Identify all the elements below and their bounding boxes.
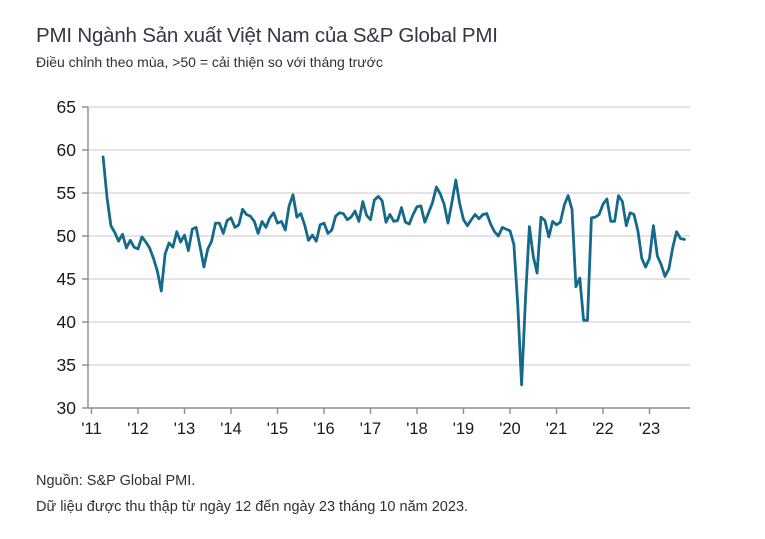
page-title: PMI Ngành Sản xuất Việt Nam của S&P Glob… bbox=[36, 24, 498, 47]
y-axis bbox=[82, 106, 89, 409]
x-tick-label: '17 bbox=[360, 420, 382, 438]
x-axis-labels: '11 '12 '13 '14 '15 '16 '17 '18 '19 '20 '21 '22 '23 bbox=[81, 420, 660, 438]
y-tick-label: 55 bbox=[57, 183, 76, 203]
x-tick-label: '15 bbox=[267, 420, 289, 438]
x-tick-label: '16 bbox=[313, 420, 335, 438]
pmi-series-line bbox=[101, 155, 686, 387]
x-tick-label: '18 bbox=[406, 420, 428, 438]
y-tick-label: 40 bbox=[57, 312, 77, 332]
y-tick-label: 35 bbox=[57, 355, 76, 375]
x-tick-label: '13 bbox=[174, 420, 196, 438]
chart-footer: Nguồn: S&P Global PMI. Dữ liệu được thu … bbox=[36, 469, 468, 520]
page-subtitle: Điều chỉnh theo mùa, >50 = cải thiện so … bbox=[36, 54, 383, 70]
x-tick-label: '14 bbox=[220, 420, 242, 438]
collection-note: Dữ liệu được thu thập từ ngày 12 đến ngà… bbox=[36, 498, 469, 515]
x-tick-label: '19 bbox=[453, 420, 475, 438]
x-tick-label: '22 bbox=[592, 420, 614, 438]
y-tick-label: 50 bbox=[57, 226, 77, 246]
y-tick-label: 65 bbox=[57, 97, 76, 117]
y-tick-label: 45 bbox=[57, 269, 76, 289]
y-tick-label: 30 bbox=[57, 398, 77, 418]
x-tick-label: '23 bbox=[639, 420, 661, 438]
x-tick-label: '21 bbox=[546, 420, 568, 438]
y-tick-label: 60 bbox=[57, 140, 77, 160]
source-note: Nguồn: S&P Global PMI. bbox=[36, 473, 196, 489]
x-tick-label: '12 bbox=[127, 420, 149, 438]
x-tick-label: '20 bbox=[499, 420, 521, 438]
x-axis bbox=[88, 407, 690, 414]
x-tick-label: '11 bbox=[81, 420, 101, 438]
y-axis-labels: 30 35 40 45 50 55 60 65 bbox=[57, 97, 77, 418]
